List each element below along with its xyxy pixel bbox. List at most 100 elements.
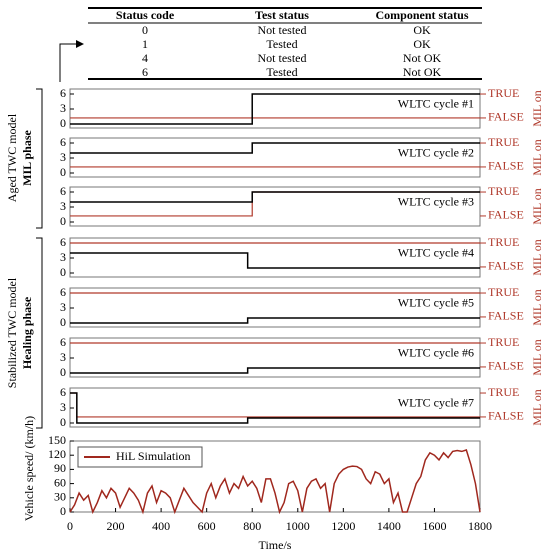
group-bracket	[36, 237, 43, 429]
table-cell: 6	[142, 65, 148, 79]
y-tick-label: 6	[60, 184, 66, 198]
table-cell: OK	[413, 23, 431, 37]
y-tick-label: 0	[60, 265, 66, 279]
table-header: Status code	[116, 8, 175, 22]
table-cell: Not tested	[258, 23, 307, 37]
x-tick-label: 1000	[286, 519, 310, 533]
x-tick-label: 0	[67, 519, 73, 533]
y-tick-label: 0	[60, 315, 66, 329]
y2-tick-label: TRUE	[488, 285, 519, 299]
arrow-head	[76, 40, 84, 48]
legend-box	[77, 446, 203, 468]
table-cell: 0	[142, 23, 148, 37]
y2-tick-label: TRUE	[488, 335, 519, 349]
y2-tick-label: FALSE	[488, 159, 524, 173]
y2-tick-label: TRUE	[488, 235, 519, 249]
table-cell: Not OK	[403, 51, 442, 65]
group-bracket	[36, 88, 43, 229]
annotation: WLTC cycle #5	[398, 295, 474, 309]
y-tick-label: 0	[60, 365, 66, 379]
y2-label: MIL on	[530, 239, 544, 276]
y-tick-label: 3	[60, 150, 66, 164]
y2-tick-label: FALSE	[488, 359, 524, 373]
y-tick-label: 0	[60, 504, 66, 518]
x-axis-label: Time/s	[259, 538, 292, 552]
y-tick-label: 6	[60, 135, 66, 149]
annotation: WLTC cycle #3	[398, 194, 474, 208]
y-tick-label: 0	[60, 415, 66, 429]
y-axis-label: Vehicle speed/ (km/h)	[22, 416, 36, 521]
y-tick-label: 3	[60, 300, 66, 314]
y2-tick-label: FALSE	[488, 259, 524, 273]
x-tick-label: 1200	[331, 519, 355, 533]
x-tick-label: 1600	[422, 519, 446, 533]
legend-label: HiL Simulation	[116, 449, 191, 463]
y2-label: MIL on	[530, 139, 544, 176]
y-tick-label: 3	[60, 101, 66, 115]
series-line	[70, 93, 480, 125]
table-cell: OK	[413, 37, 431, 51]
y2-tick-label: FALSE	[488, 409, 524, 423]
y2-label: MIL on	[530, 289, 544, 326]
series-line	[70, 317, 480, 324]
table-cell: Not tested	[258, 51, 307, 65]
group-model: Stabilized TWC model	[5, 277, 19, 388]
annotation: WLTC cycle #2	[398, 145, 474, 159]
table-header: Component status	[375, 8, 468, 22]
series-line	[70, 392, 480, 424]
arrow	[59, 43, 76, 82]
x-tick-label: 200	[107, 519, 125, 533]
table-cell: 4	[142, 51, 148, 65]
y2-label: MIL on	[530, 339, 544, 376]
series-line	[70, 367, 480, 374]
y2-tick-label: TRUE	[488, 385, 519, 399]
table-cell: Tested	[266, 37, 297, 51]
y-tick-label: 3	[60, 199, 66, 213]
table-cell: 1	[142, 37, 148, 51]
x-tick-label: 1400	[377, 519, 401, 533]
y2-tick-label: TRUE	[488, 184, 519, 198]
table-cell: Tested	[266, 65, 297, 79]
annotation: WLTC cycle #6	[398, 345, 474, 359]
y-tick-label: 6	[60, 285, 66, 299]
x-tick-label: 800	[243, 519, 261, 533]
y2-label: MIL on	[530, 188, 544, 225]
annotation: WLTC cycle #4	[398, 245, 474, 259]
y2-tick-label: FALSE	[488, 208, 524, 222]
y-tick-label: 6	[60, 86, 66, 100]
y-tick-label: 0	[60, 116, 66, 130]
y2-tick-label: FALSE	[488, 110, 524, 124]
y-tick-label: 3	[60, 400, 66, 414]
group-phase: MIL phase	[20, 129, 34, 185]
y-tick-label: 150	[48, 433, 66, 447]
table-cell: Not OK	[403, 65, 442, 79]
series-line	[70, 142, 480, 154]
y-tick-label: 90	[54, 461, 66, 475]
series-line	[69, 449, 481, 515]
y2-tick-label: FALSE	[488, 309, 524, 323]
annotation: WLTC cycle #7	[398, 395, 474, 409]
y-tick-label: 3	[60, 350, 66, 364]
annotation: WLTC cycle #1	[398, 96, 474, 110]
y2-label: MIL on	[530, 389, 544, 426]
group-model: Aged TWC model	[5, 113, 19, 202]
y-tick-label: 120	[48, 447, 66, 461]
y-tick-label: 30	[54, 490, 66, 504]
y-tick-label: 0	[60, 165, 66, 179]
table-header: Test status	[255, 8, 309, 22]
y2-label: MIL on	[530, 90, 544, 127]
y-tick-label: 3	[60, 250, 66, 264]
x-tick-label: 600	[198, 519, 216, 533]
y-tick-label: 6	[60, 235, 66, 249]
x-tick-label: 1800	[468, 519, 492, 533]
x-tick-label: 400	[152, 519, 170, 533]
y2-tick-label: TRUE	[488, 135, 519, 149]
y2-tick-label: TRUE	[488, 86, 519, 100]
y-tick-label: 6	[60, 335, 66, 349]
y-tick-label: 60	[54, 475, 66, 489]
y-tick-label: 6	[60, 385, 66, 399]
series-line	[70, 252, 480, 269]
y-tick-label: 0	[60, 214, 66, 228]
group-phase: Healing phase	[20, 296, 34, 369]
